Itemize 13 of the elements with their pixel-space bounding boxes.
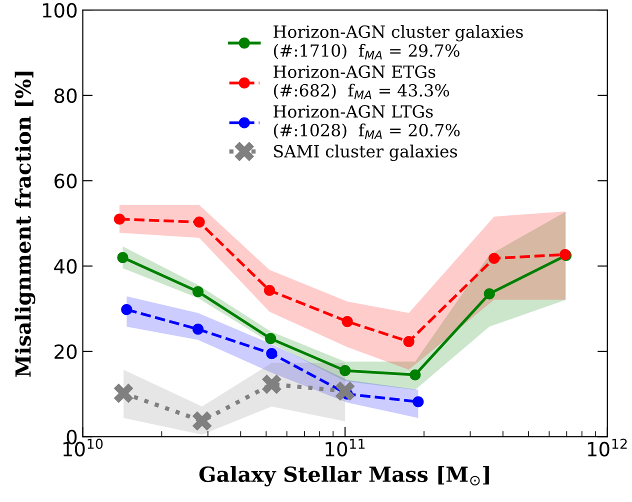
x-axis-title: Galaxy Stellar Mass [M$_{⊙}$] [199,466,489,486]
legend-label: Horizon-AGN LTGs (#:1028) f$_{MA}$ = 20.7% [274,105,460,139]
y-tick-label: 100 [42,2,77,18]
y-tick-label: 20 [54,344,77,360]
y-tick-label: 40 [54,259,77,274]
y-axis-title: Misalignment fraction [%] [14,72,36,377]
legend-label: Horizon-AGN cluster galaxies (#:1710) f$_{MA}$ = 29.7% [274,25,523,60]
x-tick-label: 10$^{11}$ [326,438,365,457]
legend-label: Horizon-AGN ETGs (#:682) f$_{MA}$ = 43.3% [274,65,450,100]
y-tick-label: 80 [54,88,77,104]
x-tick-label: 10$^{12}$ [588,438,627,457]
y-tick-label: 60 [54,174,77,188]
legend-label: SAMI cluster galaxies [274,144,458,162]
